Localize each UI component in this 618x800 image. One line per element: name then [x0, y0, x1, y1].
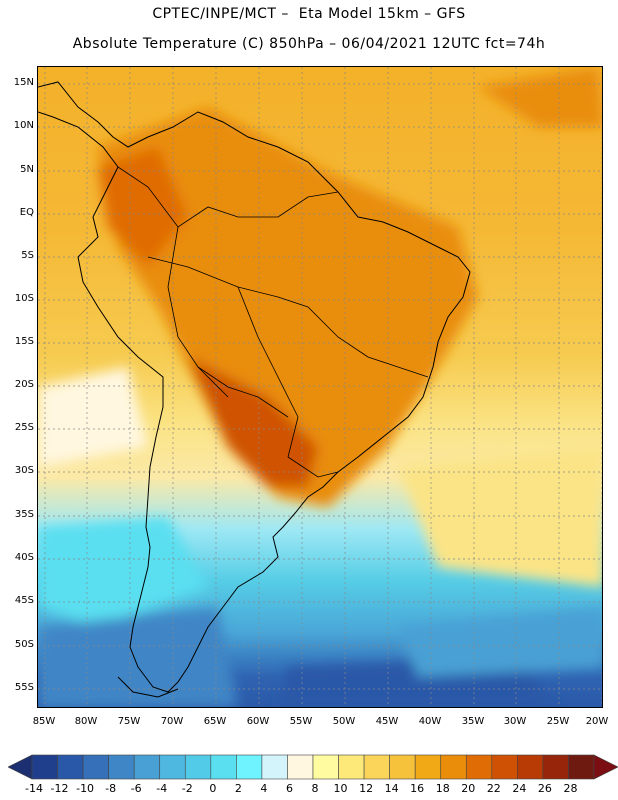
colorbar-swatch — [312, 754, 339, 780]
colorbar — [8, 754, 618, 780]
lon-label: 35W — [461, 716, 485, 727]
colorbar-swatch — [159, 754, 186, 780]
colorbar-tick-label: 14 — [384, 782, 399, 795]
lat-label: 40S — [14, 552, 34, 563]
lon-label: 75W — [117, 716, 141, 727]
lon-label: 50W — [332, 716, 356, 727]
colorbar-tick-label: 28 — [563, 782, 578, 795]
colorbar-tick-label: -6 — [130, 782, 142, 795]
lat-label: 55S — [14, 682, 34, 693]
lat-label: 10S — [14, 293, 34, 304]
colorbar-swatch — [287, 754, 314, 780]
colorbar-tick-label: 12 — [359, 782, 374, 795]
colorbar-tick-label: 24 — [512, 782, 527, 795]
lat-label: EQ — [19, 207, 34, 218]
colorbar-swatch — [542, 754, 569, 780]
lat-label: 35S — [14, 509, 34, 520]
temperature-map — [37, 66, 603, 708]
lat-label: 25S — [14, 422, 34, 433]
colorbar-overflow-triangle — [593, 754, 618, 780]
colorbar-swatch — [568, 754, 595, 780]
colorbar-swatch — [517, 754, 544, 780]
lon-label: 30W — [503, 716, 527, 727]
colorbar-tick-label: 20 — [461, 782, 476, 795]
lat-label: 15S — [14, 336, 34, 347]
lon-label: 20W — [585, 716, 609, 727]
lat-label: 30S — [14, 465, 34, 476]
lon-label: 70W — [160, 716, 184, 727]
colorbar-swatch — [82, 754, 109, 780]
lat-label: 10N — [13, 120, 34, 131]
lat-label: 5S — [21, 250, 34, 261]
colorbar-tick-label: 0 — [209, 782, 217, 795]
lon-label: 55W — [289, 716, 313, 727]
colorbar-tick-label: 4 — [260, 782, 268, 795]
colorbar-swatch — [414, 754, 442, 780]
colorbar-swatch — [363, 754, 390, 780]
lat-lon-grid — [38, 67, 602, 707]
colorbar-tick-label: 10 — [333, 782, 348, 795]
colorbar-swatch — [108, 754, 135, 780]
colorbar-swatch — [261, 754, 288, 780]
lat-label: 15N — [13, 77, 34, 88]
colorbar-tick-label: 22 — [486, 782, 501, 795]
lon-label: 40W — [418, 716, 442, 727]
colorbar-swatch — [440, 754, 467, 780]
colorbar-tick-label: 8 — [311, 782, 319, 795]
lon-label: 85W — [32, 716, 56, 727]
lon-label: 45W — [375, 716, 399, 727]
colorbar-swatch — [184, 754, 212, 780]
lon-label: 60W — [246, 716, 270, 727]
colorbar-tick-label: -14 — [25, 782, 43, 795]
colorbar-tick-label: 6 — [285, 782, 293, 795]
colorbar-tick-label: -12 — [50, 782, 69, 795]
colorbar-tick-label: 26 — [537, 782, 552, 795]
lon-label: 80W — [74, 716, 98, 727]
colorbar-swatch — [236, 754, 263, 780]
colorbar-tick-label: 18 — [435, 782, 450, 795]
colorbar-swatch — [133, 754, 161, 780]
colorbar-swatch — [491, 754, 518, 780]
colorbar-swatch — [31, 754, 58, 780]
colorbar-tick-label: -4 — [156, 782, 168, 795]
colorbar-tick-label: -2 — [181, 782, 193, 795]
lat-label: 45S — [14, 595, 34, 606]
country-borders — [117, 166, 429, 478]
lat-label: 50S — [14, 639, 34, 650]
colorbar-swatch — [210, 754, 237, 780]
colorbar-swatch — [389, 754, 416, 780]
map-title: CPTEC/INPE/MCT – Eta Model 15km – GFS — [152, 6, 466, 22]
colorbar-swatch — [57, 754, 84, 780]
colorbar-tick-label: -8 — [105, 782, 117, 795]
colorbar-swatch — [465, 754, 493, 780]
coastline — [38, 81, 471, 698]
map-subtitle: Absolute Temperature (C) 850hPa – 06/04/… — [72, 36, 546, 52]
colorbar-tick-label: -10 — [76, 782, 95, 795]
colorbar-underflow-triangle — [8, 754, 33, 780]
lat-label: 5N — [20, 164, 34, 175]
colorbar-tick-label: 16 — [410, 782, 425, 795]
lon-label: 65W — [203, 716, 227, 727]
colorbar-swatch — [338, 754, 365, 780]
lon-label: 25W — [546, 716, 570, 727]
colorbar-tick-label: 2 — [234, 782, 242, 795]
temperature-field — [38, 67, 602, 707]
lat-label: 20S — [14, 379, 34, 390]
